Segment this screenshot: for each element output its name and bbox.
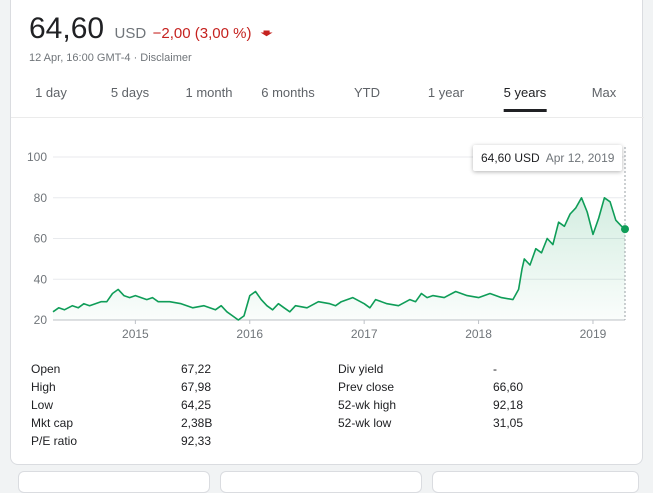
stats-left: Open 67,22 High 67,98 Low 64,25 Mkt cap 2,38…: [31, 360, 221, 450]
stat-row: High 67,98: [31, 378, 221, 396]
stat-label: High: [31, 380, 56, 394]
tab-1-year[interactable]: 1 year: [427, 85, 465, 100]
stat-label: 52-wk low: [338, 416, 392, 430]
price-area-fill: [53, 197, 625, 320]
y-tick-label: 20: [34, 313, 48, 327]
stat-value: 2,38B: [181, 416, 213, 430]
stat-label: Low: [31, 398, 54, 412]
stat-value: 92,33: [181, 434, 212, 448]
stat-row: Low 64,25: [31, 396, 221, 414]
tab-max[interactable]: Max: [591, 85, 617, 100]
stat-label: 52-wk high: [338, 398, 397, 412]
y-tick-label: 60: [34, 232, 48, 246]
tab-1-day[interactable]: 1 day: [35, 85, 67, 100]
stat-value: 66,60: [493, 380, 524, 394]
stat-row: Div yield -: [338, 360, 538, 378]
timestamp-line: 12 Apr, 16:00 GMT-4 · Disclaimer: [29, 52, 192, 64]
tooltip-value: 64,60 USD: [481, 151, 540, 165]
hover-tooltip: 64,60 USD Apr 12, 2019: [473, 145, 623, 171]
stat-value: -: [493, 362, 497, 376]
stat-value: 67,98: [181, 380, 212, 394]
range-tabs: 1 day 5 days 1 month 6 months YTD 1 year…: [11, 77, 644, 118]
x-tick-label: 2016: [236, 327, 263, 341]
y-tick-label: 40: [34, 272, 48, 286]
price-change: −2,00 (3,00 %): [152, 25, 252, 42]
stat-value: 67,22: [181, 362, 212, 376]
stat-row: P/E ratio 92,33: [31, 432, 221, 450]
next-card[interactable]: [18, 471, 210, 493]
tab-ytd[interactable]: YTD: [354, 85, 380, 100]
stat-label: Prev close: [338, 380, 395, 394]
next-card[interactable]: [432, 471, 639, 493]
stat-row: Prev close 66,60: [338, 378, 538, 396]
price-line: [52, 197, 626, 321]
tab-5-days[interactable]: 5 days: [110, 85, 150, 100]
currency-label: USD: [114, 25, 147, 42]
y-tick-label: 80: [34, 191, 48, 205]
last-point-marker: [621, 225, 629, 234]
stats-right: Div yield - Prev close 66,60 52-wk high 92,…: [338, 360, 538, 432]
next-cards-row: [0, 471, 653, 493]
separator: ·: [130, 52, 141, 64]
tooltip-date: Apr 12, 2019: [545, 151, 615, 165]
stat-label: P/E ratio: [31, 434, 78, 448]
x-tick-label: 2015: [122, 327, 149, 341]
stat-label: Div yield: [338, 362, 384, 376]
stock-card: 64,60 USD −2,00 (3,00 %) 🡃 12 Apr, 16:00…: [10, 0, 644, 465]
stat-label: Open: [31, 362, 61, 376]
tab-6-months[interactable]: 6 months: [261, 85, 315, 100]
stat-row: Open 67,22: [31, 360, 221, 378]
stat-value: 64,25: [181, 398, 212, 412]
y-tick-label: 100: [27, 150, 47, 164]
tab-5-years[interactable]: 5 years: [503, 85, 547, 112]
current-price: 64,60: [29, 12, 105, 45]
x-tick-label: 2017: [351, 327, 378, 341]
x-tick-label: 2019: [580, 327, 607, 341]
disclaimer-link[interactable]: Disclaimer: [140, 52, 192, 64]
x-tick-label: 2018: [465, 327, 492, 341]
stat-label: Mkt cap: [31, 416, 74, 430]
stat-row: 52-wk low 31,05: [338, 414, 538, 432]
price-chart[interactable]: 20 40 60 80 100 2015 2016 2017 2018 2019: [11, 125, 644, 355]
stat-row: Mkt cap 2,38B: [31, 414, 221, 432]
stat-value: 92,18: [493, 398, 524, 412]
tab-1-month[interactable]: 1 month: [185, 85, 233, 100]
down-arrow-icon: 🡃: [259, 26, 274, 41]
stat-value: 31,05: [493, 416, 524, 430]
next-card[interactable]: [220, 471, 422, 493]
timestamp: 12 Apr, 16:00 GMT-4: [29, 52, 131, 64]
price-header: 64,60 USD −2,00 (3,00 %) 🡃: [29, 12, 273, 47]
stat-row: 52-wk high 92,18: [338, 396, 538, 414]
